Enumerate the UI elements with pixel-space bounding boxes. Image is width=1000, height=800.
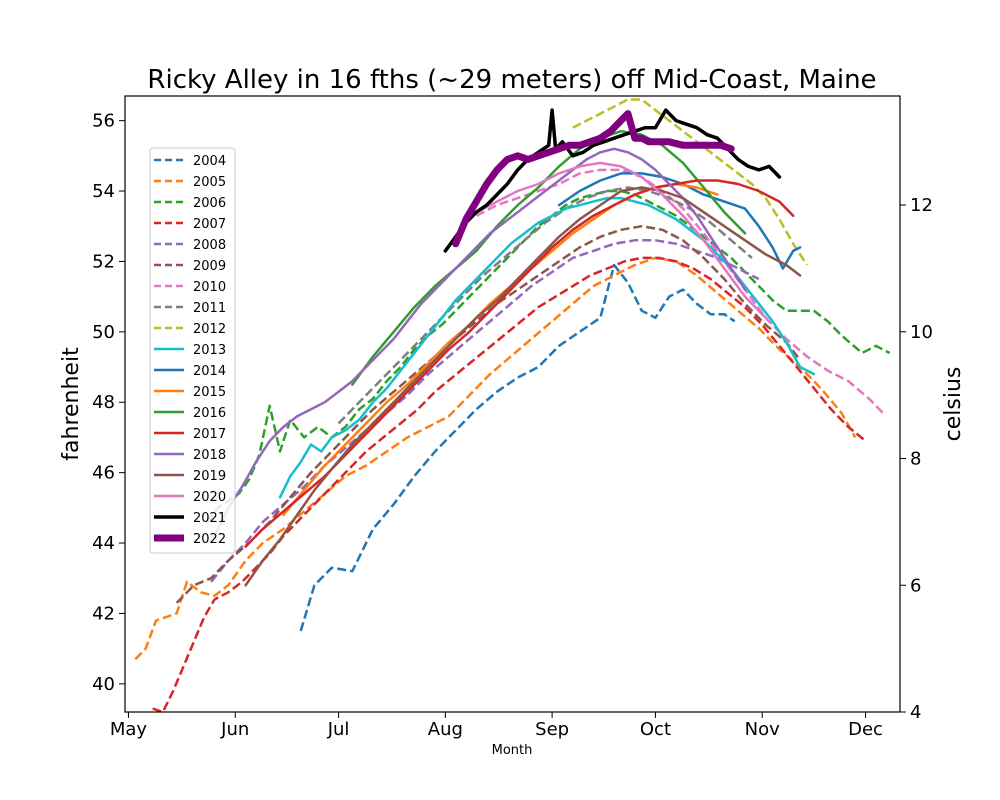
x-tick-label: Nov [745, 719, 780, 740]
series-line-2021 [443, 108, 782, 253]
x-axis-label: Month [492, 743, 533, 758]
series-line-2010 [475, 168, 884, 414]
y-tick-label: 40 [92, 674, 115, 695]
legend: 2004 2005 2006 2007 2008 2009 2010 2011 2012 2013… [149, 147, 236, 554]
legend-label-2012: 2012 [193, 322, 226, 337]
legend-label-2011: 2011 [193, 301, 226, 316]
series-line-2019 [244, 186, 802, 587]
y-right-tick-label: 4 [910, 702, 921, 723]
y-tick-label: 52 [92, 251, 115, 272]
legend-label-2007: 2007 [193, 217, 226, 232]
y-tick-label: 42 [92, 603, 115, 624]
y-axis-label: fahrenheit [59, 347, 84, 461]
y-tick-label: 46 [92, 463, 115, 484]
series-line-2013 [278, 196, 816, 499]
x-tick-label: Aug [428, 719, 463, 740]
x-tick-label: Dec [848, 719, 883, 740]
series-line-2009 [175, 224, 802, 604]
series-line-2004 [299, 263, 736, 632]
legend-label-2004: 2004 [193, 154, 226, 169]
series-line-2011 [337, 186, 753, 425]
x-tick-label: Oct [640, 719, 671, 740]
legend-label-2006: 2006 [193, 196, 226, 211]
y-tick-label: 44 [92, 533, 115, 554]
legend-label-2022: 2022 [193, 532, 226, 547]
y-axis-left: 40 42 44 46 48 50 52 54 56 [92, 111, 125, 695]
legend-label-2013: 2013 [193, 343, 226, 358]
legend-label-2005: 2005 [193, 175, 226, 190]
y-axis-right-label: celsius [941, 367, 966, 442]
series-line-2006 [206, 189, 891, 523]
series-line-2018 [213, 147, 747, 538]
y-tick-label: 56 [92, 111, 115, 132]
x-tick-label: Jul [327, 719, 350, 740]
plot-frame [124, 95, 901, 713]
legend-label-2008: 2008 [193, 238, 226, 253]
legend-box [149, 147, 236, 554]
x-tick-label: Jun [220, 719, 249, 740]
series-line-2016 [351, 129, 747, 386]
x-tick-label: May [110, 719, 148, 740]
legend-label-2010: 2010 [193, 280, 226, 295]
legend-label-2017: 2017 [193, 427, 226, 442]
y-tick-label: 54 [92, 181, 115, 202]
series-line-2007 [152, 256, 867, 712]
y-right-tick-label: 6 [910, 575, 921, 596]
y-right-tick-label: 10 [910, 322, 933, 343]
legend-label-2021: 2021 [193, 511, 226, 526]
series-line-2022 [452, 110, 735, 248]
series-line-2008 [210, 239, 760, 583]
series-line-2012 [572, 98, 809, 266]
legend-label-2009: 2009 [193, 259, 226, 274]
y-tick-label: 50 [92, 322, 115, 343]
chart-title: Ricky Alley in 16 fths (~29 meters) off … [147, 65, 876, 95]
y-tick-label: 48 [92, 392, 115, 413]
y-right-tick-label: 12 [910, 195, 933, 216]
y-axis-right: 4 6 8 10 12 [900, 195, 933, 723]
y-right-tick-label: 8 [910, 449, 921, 470]
legend-label-2014: 2014 [193, 364, 226, 379]
series-line-2005 [134, 256, 857, 661]
legend-label-2020: 2020 [193, 490, 226, 505]
legend-label-2019: 2019 [193, 469, 226, 484]
legend-label-2016: 2016 [193, 406, 226, 421]
x-axis: May Jun Jul Aug Sep Oct Nov Dec [110, 712, 883, 740]
series-line-2015 [282, 182, 719, 517]
series-line-2020 [475, 161, 767, 320]
legend-label-2018: 2018 [193, 448, 226, 463]
x-tick-label: Sep [535, 719, 569, 740]
legend-label-2015: 2015 [193, 385, 226, 400]
